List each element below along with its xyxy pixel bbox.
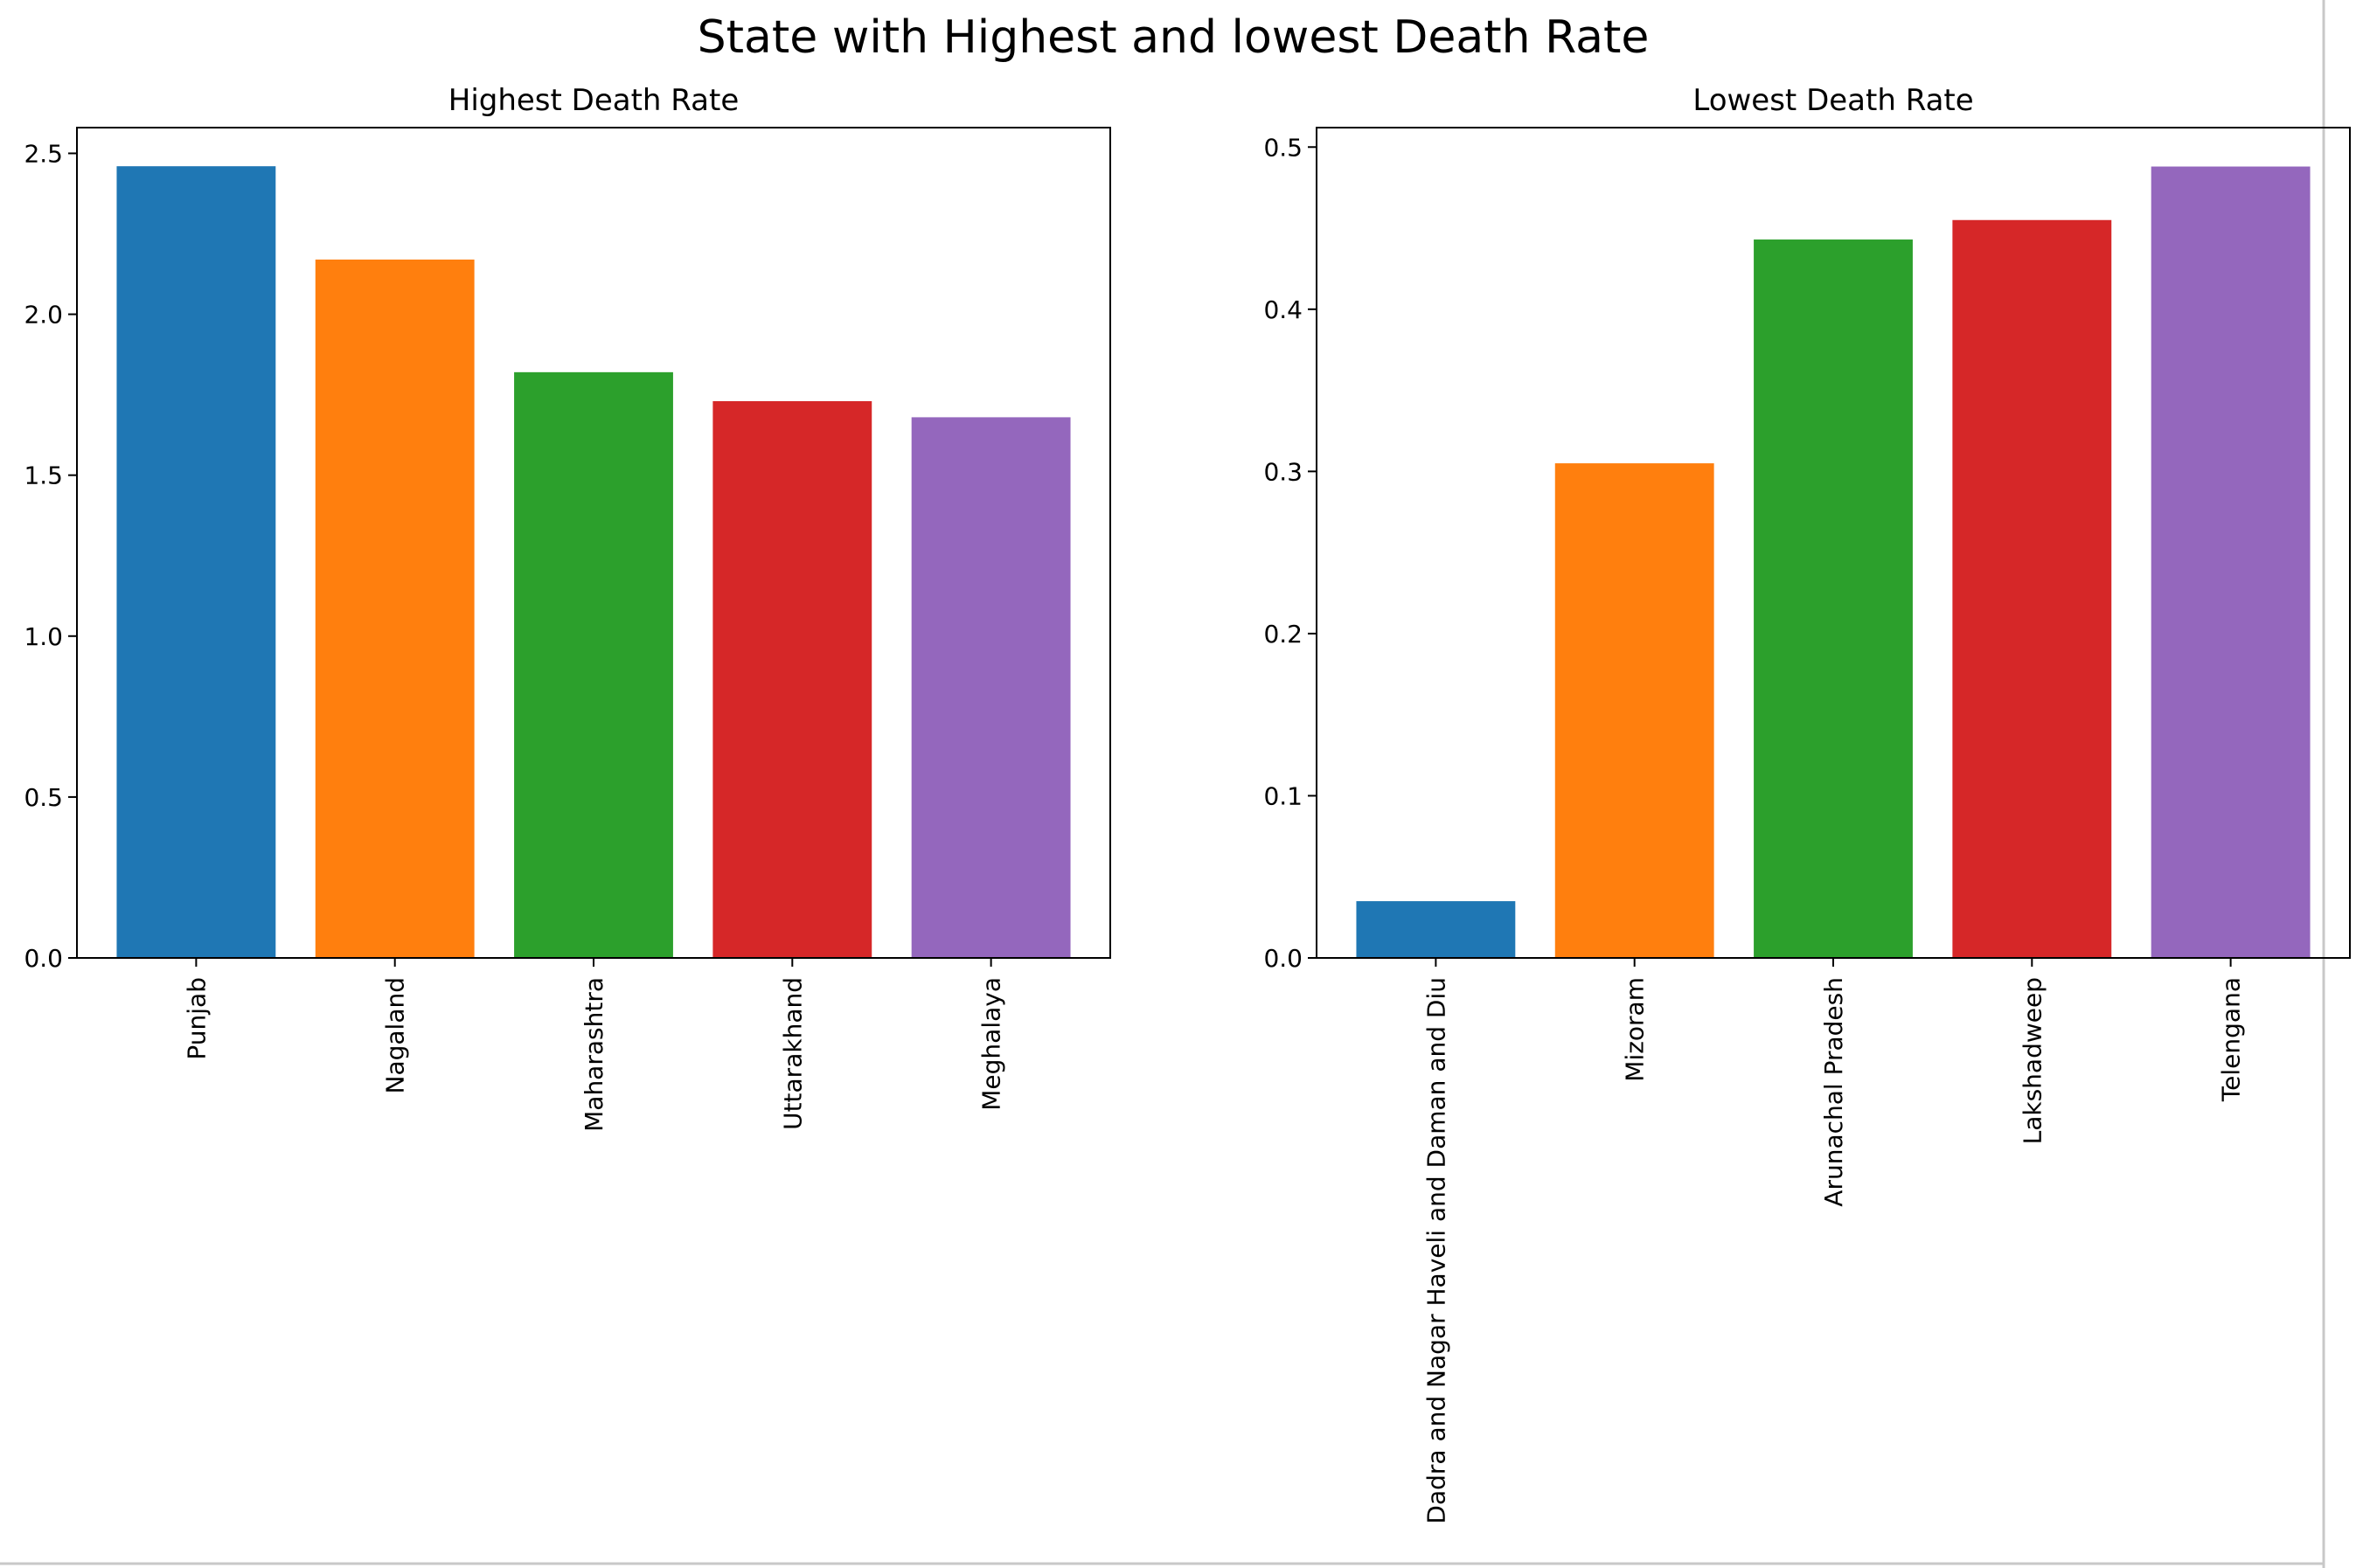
y-tick-label: 0.5 (1263, 133, 1303, 162)
bar-nagaland (315, 259, 475, 959)
y-tick-label: 0.2 (1263, 620, 1303, 649)
bar-meghalaya (911, 417, 1071, 958)
x-tick-label: Meghalaya (977, 977, 1006, 1111)
x-tick-label: Punjab (182, 977, 211, 1060)
x-tick-label: Nagaland (381, 977, 410, 1094)
chart-panel-2: 0.0 0.1 0.2 0.3 0.4 0.5 Dadra and Nagar Haveli… (1263, 83, 2351, 1524)
x-tick-label: Mizoram (1621, 977, 1650, 1082)
chart-title: Lowest Death Rate (1692, 83, 1973, 118)
figure-title: State with Highest and lowest Death Rate (698, 11, 1650, 64)
x-tick-label: Maharashtra (580, 977, 608, 1132)
bar-punjab (116, 166, 276, 958)
y-tick-label: 2.0 (24, 301, 63, 330)
x-tick-label: Arunachal Pradesh (1819, 977, 1848, 1207)
x-tick-label: Uttarakhand (778, 977, 807, 1130)
chart-title: Highest Death Rate (448, 83, 740, 118)
bar-lakshadweep (1952, 219, 2112, 958)
y-tick-label: 0.3 (1263, 457, 1303, 486)
x-tick-label: Lakshadweep (2018, 977, 2047, 1144)
y-tick-label: 0.4 (1263, 295, 1303, 324)
y-tick-label: 2.5 (24, 139, 63, 168)
y-tick-label: 0.0 (1263, 944, 1303, 973)
y-tick-label: 0.0 (24, 944, 63, 973)
y-tick-label: 0.1 (1263, 781, 1303, 810)
y-tick-label: 1.0 (24, 622, 63, 651)
bar-uttarakhand (712, 400, 872, 959)
x-tick-label: Telengana (2217, 977, 2246, 1102)
x-tick-label: Dadra and Nagar Haveli and Daman and Diu (1421, 977, 1450, 1524)
bar-mizoram (1554, 463, 1714, 958)
chart-panel-1: 0.0 0.5 1.0 1.5 2.0 2.5 Punjab Nagaland Maharash… (24, 83, 1111, 1132)
charts-group: 0.0 0.5 1.0 1.5 2.0 2.5 Punjab Nagaland Maharash… (24, 83, 2351, 1524)
bar-maharashtra (514, 371, 673, 959)
bar-arunachal-pradesh (1754, 239, 1913, 958)
y-tick-label: 0.5 (24, 783, 63, 812)
bar-dadra-and-nagar-haveli-and-daman-and-diu (1356, 901, 1516, 958)
bar-telengana (2151, 166, 2311, 958)
y-tick-label: 1.5 (24, 461, 63, 490)
